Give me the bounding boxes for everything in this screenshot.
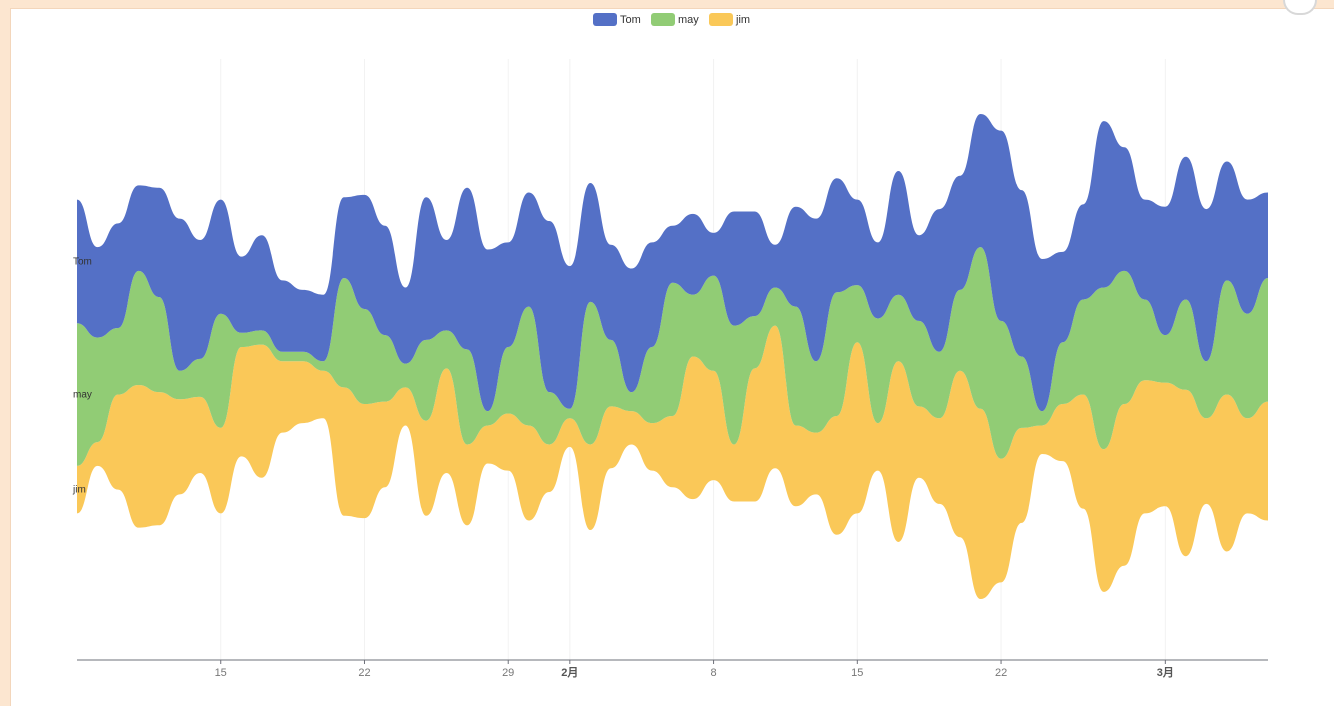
legend-swatch bbox=[709, 13, 733, 26]
series-label-tom: Tom bbox=[73, 256, 92, 267]
legend: Tom may jim bbox=[593, 13, 750, 26]
x-tick-label: 22 bbox=[358, 667, 370, 679]
legend-label: may bbox=[678, 14, 699, 26]
series-label-jim: jim bbox=[72, 485, 86, 496]
x-tick-label: 2月 bbox=[561, 666, 578, 679]
x-tick-label: 8 bbox=[711, 667, 717, 679]
stream-may[interactable] bbox=[77, 247, 1268, 466]
legend-item-may[interactable]: may bbox=[651, 13, 699, 26]
legend-swatch bbox=[593, 13, 617, 26]
x-axis: 15 22 29 2月 8 15 22 3月 bbox=[77, 659, 1268, 679]
stream-tom[interactable] bbox=[77, 114, 1268, 412]
stream-jim[interactable] bbox=[77, 325, 1268, 599]
x-tick-label: 15 bbox=[215, 667, 227, 679]
x-tick-label: 29 bbox=[502, 667, 514, 679]
series-labels: jim may Tom bbox=[72, 256, 92, 495]
legend-label: Tom bbox=[620, 14, 641, 26]
chart-panel: Tom may jim 15 22 29 2月 8 15 22 3月 jim may Tom bbox=[10, 0, 1334, 706]
legend-label: jim bbox=[735, 14, 750, 26]
legend-item-jim[interactable]: jim bbox=[709, 13, 750, 26]
x-tick-label: 3月 bbox=[1157, 666, 1174, 679]
legend-swatch bbox=[651, 13, 675, 26]
theme-river-chart: Tom may jim 15 22 29 2月 8 15 22 3月 jim may Tom bbox=[72, 13, 1268, 679]
legend-item-tom[interactable]: Tom bbox=[593, 13, 641, 26]
x-tick-label: 15 bbox=[851, 667, 863, 679]
series-label-may: may bbox=[73, 390, 92, 401]
streams bbox=[77, 114, 1268, 599]
x-tick-label: 22 bbox=[995, 667, 1007, 679]
